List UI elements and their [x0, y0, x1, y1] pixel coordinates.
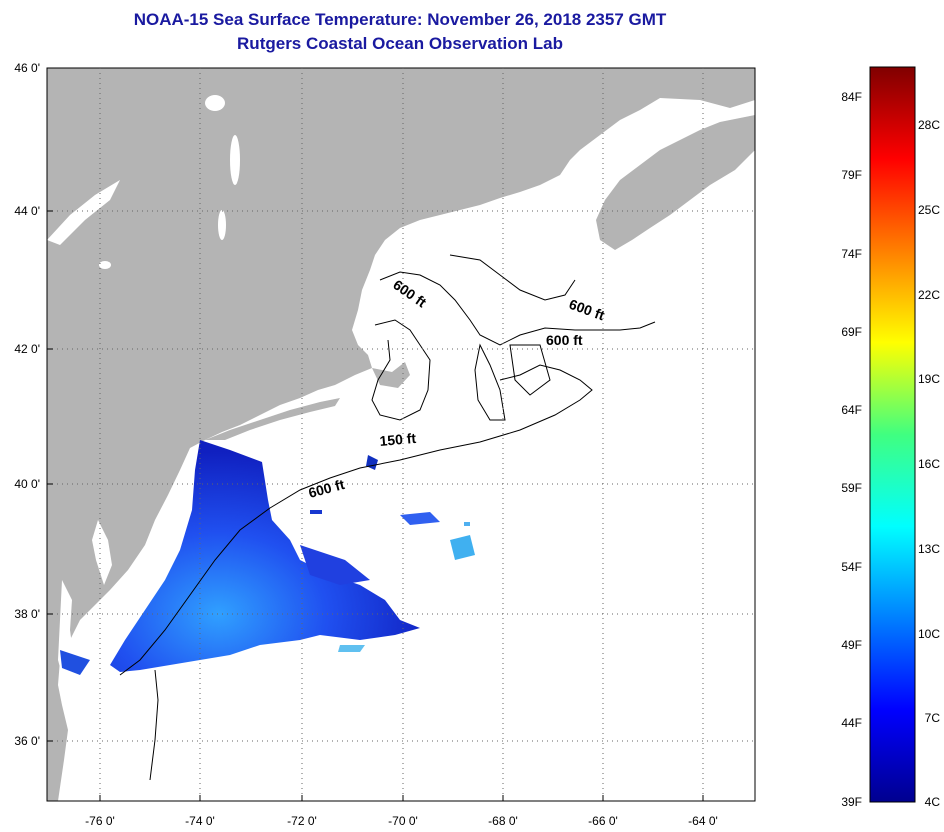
- lon-tick-label: -76 0': [85, 814, 115, 828]
- colorbar-c-label: 19C: [918, 372, 940, 386]
- colorbar-c-label: 13C: [918, 542, 940, 556]
- lon-tick-label: -68 0': [488, 814, 518, 828]
- lat-tick-label: 44 0': [14, 204, 40, 218]
- graticule: [47, 68, 755, 801]
- colorbar-f-label: 44F: [841, 716, 862, 730]
- lake: [205, 95, 225, 111]
- lon-tick-label: -64 0': [688, 814, 718, 828]
- lat-tick-label: 40 0': [14, 477, 40, 491]
- map-subtitle: Rutgers Coastal Ocean Observation Lab: [237, 34, 563, 53]
- colorbar-c-label: 22C: [918, 288, 940, 302]
- lon-tick-label: -72 0': [287, 814, 317, 828]
- land-long-island: [205, 398, 340, 440]
- lake: [99, 261, 111, 269]
- lat-tick-label: 38 0': [14, 607, 40, 621]
- colorbar: [869, 66, 916, 803]
- land-mainland: [47, 68, 755, 801]
- colorbar-c-label: 28C: [918, 118, 940, 132]
- land-cape-cod: [372, 362, 410, 388]
- lake: [218, 210, 226, 240]
- colorbar-f-label: 54F: [841, 560, 862, 574]
- delaware-bay: [92, 520, 112, 585]
- colorbar-fahrenheit-labels: 84F 79F 74F 69F 64F 59F 54F 49F 44F 39F: [841, 90, 862, 809]
- map-title: NOAA-15 Sea Surface Temperature: Novembe…: [133, 10, 667, 29]
- colorbar-f-label: 79F: [841, 168, 862, 182]
- lon-tick-label: -70 0': [388, 814, 418, 828]
- colorbar-c-label: 16C: [918, 457, 940, 471]
- colorbar-f-label: 59F: [841, 481, 862, 495]
- colorbar-f-label: 74F: [841, 247, 862, 261]
- lat-tick-label: 36 0': [14, 734, 40, 748]
- lon-tick-label: -66 0': [588, 814, 618, 828]
- colorbar-c-label: 10C: [918, 627, 940, 641]
- lon-tick-label: -74 0': [185, 814, 215, 828]
- longitude-axis: -76 0' -74 0' -72 0' -70 0' -68 0' -66 0' -64 …: [85, 795, 718, 828]
- st-lawrence: [47, 180, 120, 245]
- lat-tick-label: 46 0': [14, 61, 40, 75]
- colorbar-celsius-labels: 28C 25C 22C 19C 16C 13C 10C 7C 4C: [918, 118, 940, 809]
- bathymetry-contours: [119, 254, 656, 781]
- colorbar-f-label: 69F: [841, 325, 862, 339]
- colorbar-f-label: 64F: [841, 403, 862, 417]
- contour-label: 600 ft: [546, 332, 583, 348]
- contour-label: 150 ft: [379, 430, 417, 449]
- latitude-axis: 46 0' 44 0' 42 0' 40 0' 38 0' 36 0': [14, 61, 53, 748]
- colorbar-c-label: 7C: [925, 711, 941, 725]
- colorbar-f-label: 49F: [841, 638, 862, 652]
- colorbar-f-label: 39F: [841, 795, 862, 809]
- map-frame: [46, 67, 756, 802]
- lat-tick-label: 42 0': [14, 342, 40, 356]
- colorbar-c-label: 4C: [925, 795, 941, 809]
- colorbar-c-label: 25C: [918, 203, 940, 217]
- lake: [230, 135, 240, 185]
- colorbar-f-label: 84F: [841, 90, 862, 104]
- land-nova-scotia: [596, 115, 755, 250]
